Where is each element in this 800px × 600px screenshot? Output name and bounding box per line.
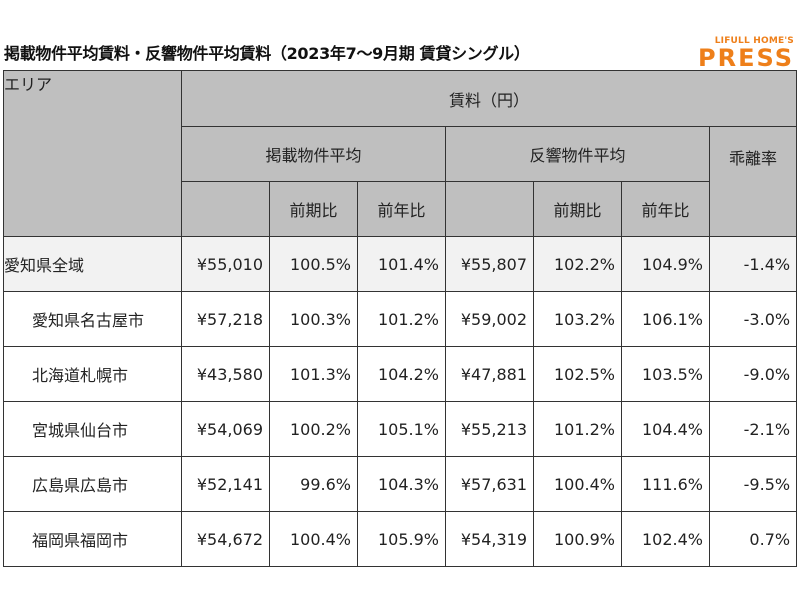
response-price-cell: ¥55,807 (445, 236, 534, 292)
response-price-cell: ¥55,213 (445, 401, 534, 457)
table-row: 愛知県全域 ¥55,010 100.5% 101.4% ¥55,807 102.… (3, 236, 798, 292)
response-qoq-cell: 100.9% (533, 511, 622, 567)
response-yoy-cell: 104.4% (621, 401, 710, 457)
response-price-cell: ¥47,881 (445, 346, 534, 402)
listed-yoy-cell: 101.2% (357, 291, 446, 347)
rent-column-header: 賃料（円） (180, 70, 798, 127)
area-cell: 愛知県全域 (3, 236, 182, 292)
response-qoq-cell: 101.2% (533, 401, 622, 457)
logo-main-text: PRESS (698, 44, 794, 72)
area-cell: 宮城県仙台市 (3, 401, 182, 457)
response-price-cell: ¥57,631 (445, 456, 534, 512)
table-row: 広島県広島市 ¥52,141 99.6% 104.3% ¥57,631 100.… (3, 456, 798, 512)
response-price-cell: ¥54,319 (445, 511, 534, 567)
response-qoq-cell: 103.2% (533, 291, 622, 347)
response-average-header: 反響物件平均 (445, 126, 710, 182)
gap-rate-cell: -9.5% (708, 456, 798, 512)
listed-price-cell: ¥52,141 (181, 456, 270, 512)
response-yoy-cell: 104.9% (621, 236, 710, 292)
area-cell: 愛知県名古屋市 (3, 291, 182, 347)
response-qoq-cell: 100.4% (533, 456, 622, 512)
response-yoy-cell: 106.1% (621, 291, 710, 347)
area-cell: 福岡県福岡市 (3, 511, 182, 567)
listed-qoq-cell: 100.2% (269, 401, 358, 457)
listed-qoq-cell: 101.3% (269, 346, 358, 402)
area-cell: 北海道札幌市 (3, 346, 182, 402)
gap-rate-header: 乖離率 (708, 126, 798, 237)
table-row: 福岡県福岡市 ¥54,672 100.4% 105.9% ¥54,319 100… (3, 511, 798, 567)
response-qoq-cell: 102.2% (533, 236, 622, 292)
listed-qoq-cell: 100.5% (269, 236, 358, 292)
area-column-header: エリア (3, 70, 182, 237)
response-yoy-cell: 103.5% (621, 346, 710, 402)
listed-yoy-header: 前年比 (357, 181, 446, 237)
listed-yoy-cell: 105.9% (357, 511, 446, 567)
listed-price-cell: ¥55,010 (181, 236, 270, 292)
rent-table: エリア 賃料（円） 掲載物件平均 反響物件平均 乖離率 前期比 前年比 前期比 … (3, 70, 798, 567)
table-row: 愛知県名古屋市 ¥57,218 100.3% 101.2% ¥59,002 10… (3, 291, 798, 347)
listed-price-cell: ¥43,580 (181, 346, 270, 402)
gap-rate-cell: -2.1% (708, 401, 798, 457)
brand-logo: LIFULL HOME'S PRESS (684, 36, 794, 70)
listed-yoy-cell: 104.3% (357, 456, 446, 512)
response-yoy-header: 前年比 (621, 181, 710, 237)
listed-average-header: 掲載物件平均 (181, 126, 446, 182)
listed-qoq-cell: 99.6% (269, 456, 358, 512)
gap-rate-cell: -3.0% (708, 291, 798, 347)
gap-rate-cell: -9.0% (708, 346, 798, 402)
listed-qoq-cell: 100.3% (269, 291, 358, 347)
table-row: 北海道札幌市 ¥43,580 101.3% 104.2% ¥47,881 102… (3, 346, 798, 402)
response-yoy-cell: 111.6% (621, 456, 710, 512)
listed-price-cell: ¥54,672 (181, 511, 270, 567)
response-price-cell: ¥59,002 (445, 291, 534, 347)
listed-yoy-cell: 101.4% (357, 236, 446, 292)
logo-top-text: LIFULL HOME'S (714, 36, 794, 46)
listed-price-subheader (181, 181, 270, 237)
listed-qoq-cell: 100.4% (269, 511, 358, 567)
listed-price-cell: ¥54,069 (181, 401, 270, 457)
table-row: 宮城県仙台市 ¥54,069 100.2% 105.1% ¥55,213 101… (3, 401, 798, 457)
listed-qoq-header: 前期比 (269, 181, 358, 237)
response-yoy-cell: 102.4% (621, 511, 710, 567)
area-cell: 広島県広島市 (3, 456, 182, 512)
listed-yoy-cell: 104.2% (357, 346, 446, 402)
gap-rate-cell: 0.7% (708, 511, 798, 567)
gap-rate-cell: -1.4% (708, 236, 798, 292)
response-price-subheader (445, 181, 534, 237)
page-title: 掲載物件平均賃料・反響物件平均賃料（2023年7～9月期 賃貸シングル） (4, 44, 530, 63)
listed-price-cell: ¥57,218 (181, 291, 270, 347)
listed-yoy-cell: 105.1% (357, 401, 446, 457)
response-qoq-cell: 102.5% (533, 346, 622, 402)
response-qoq-header: 前期比 (533, 181, 622, 237)
